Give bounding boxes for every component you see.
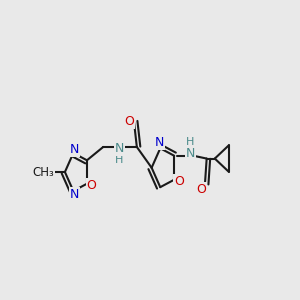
Text: H: H	[186, 137, 195, 147]
Text: O: O	[87, 179, 97, 192]
Text: N: N	[186, 147, 195, 160]
Text: N: N	[154, 136, 164, 149]
Text: O: O	[175, 175, 184, 188]
Text: N: N	[70, 143, 79, 156]
Text: H: H	[115, 155, 124, 165]
Text: O: O	[124, 115, 134, 128]
Text: CH₃: CH₃	[33, 166, 54, 178]
Text: O: O	[196, 183, 206, 196]
Text: N: N	[70, 188, 79, 201]
Text: N: N	[115, 142, 124, 155]
